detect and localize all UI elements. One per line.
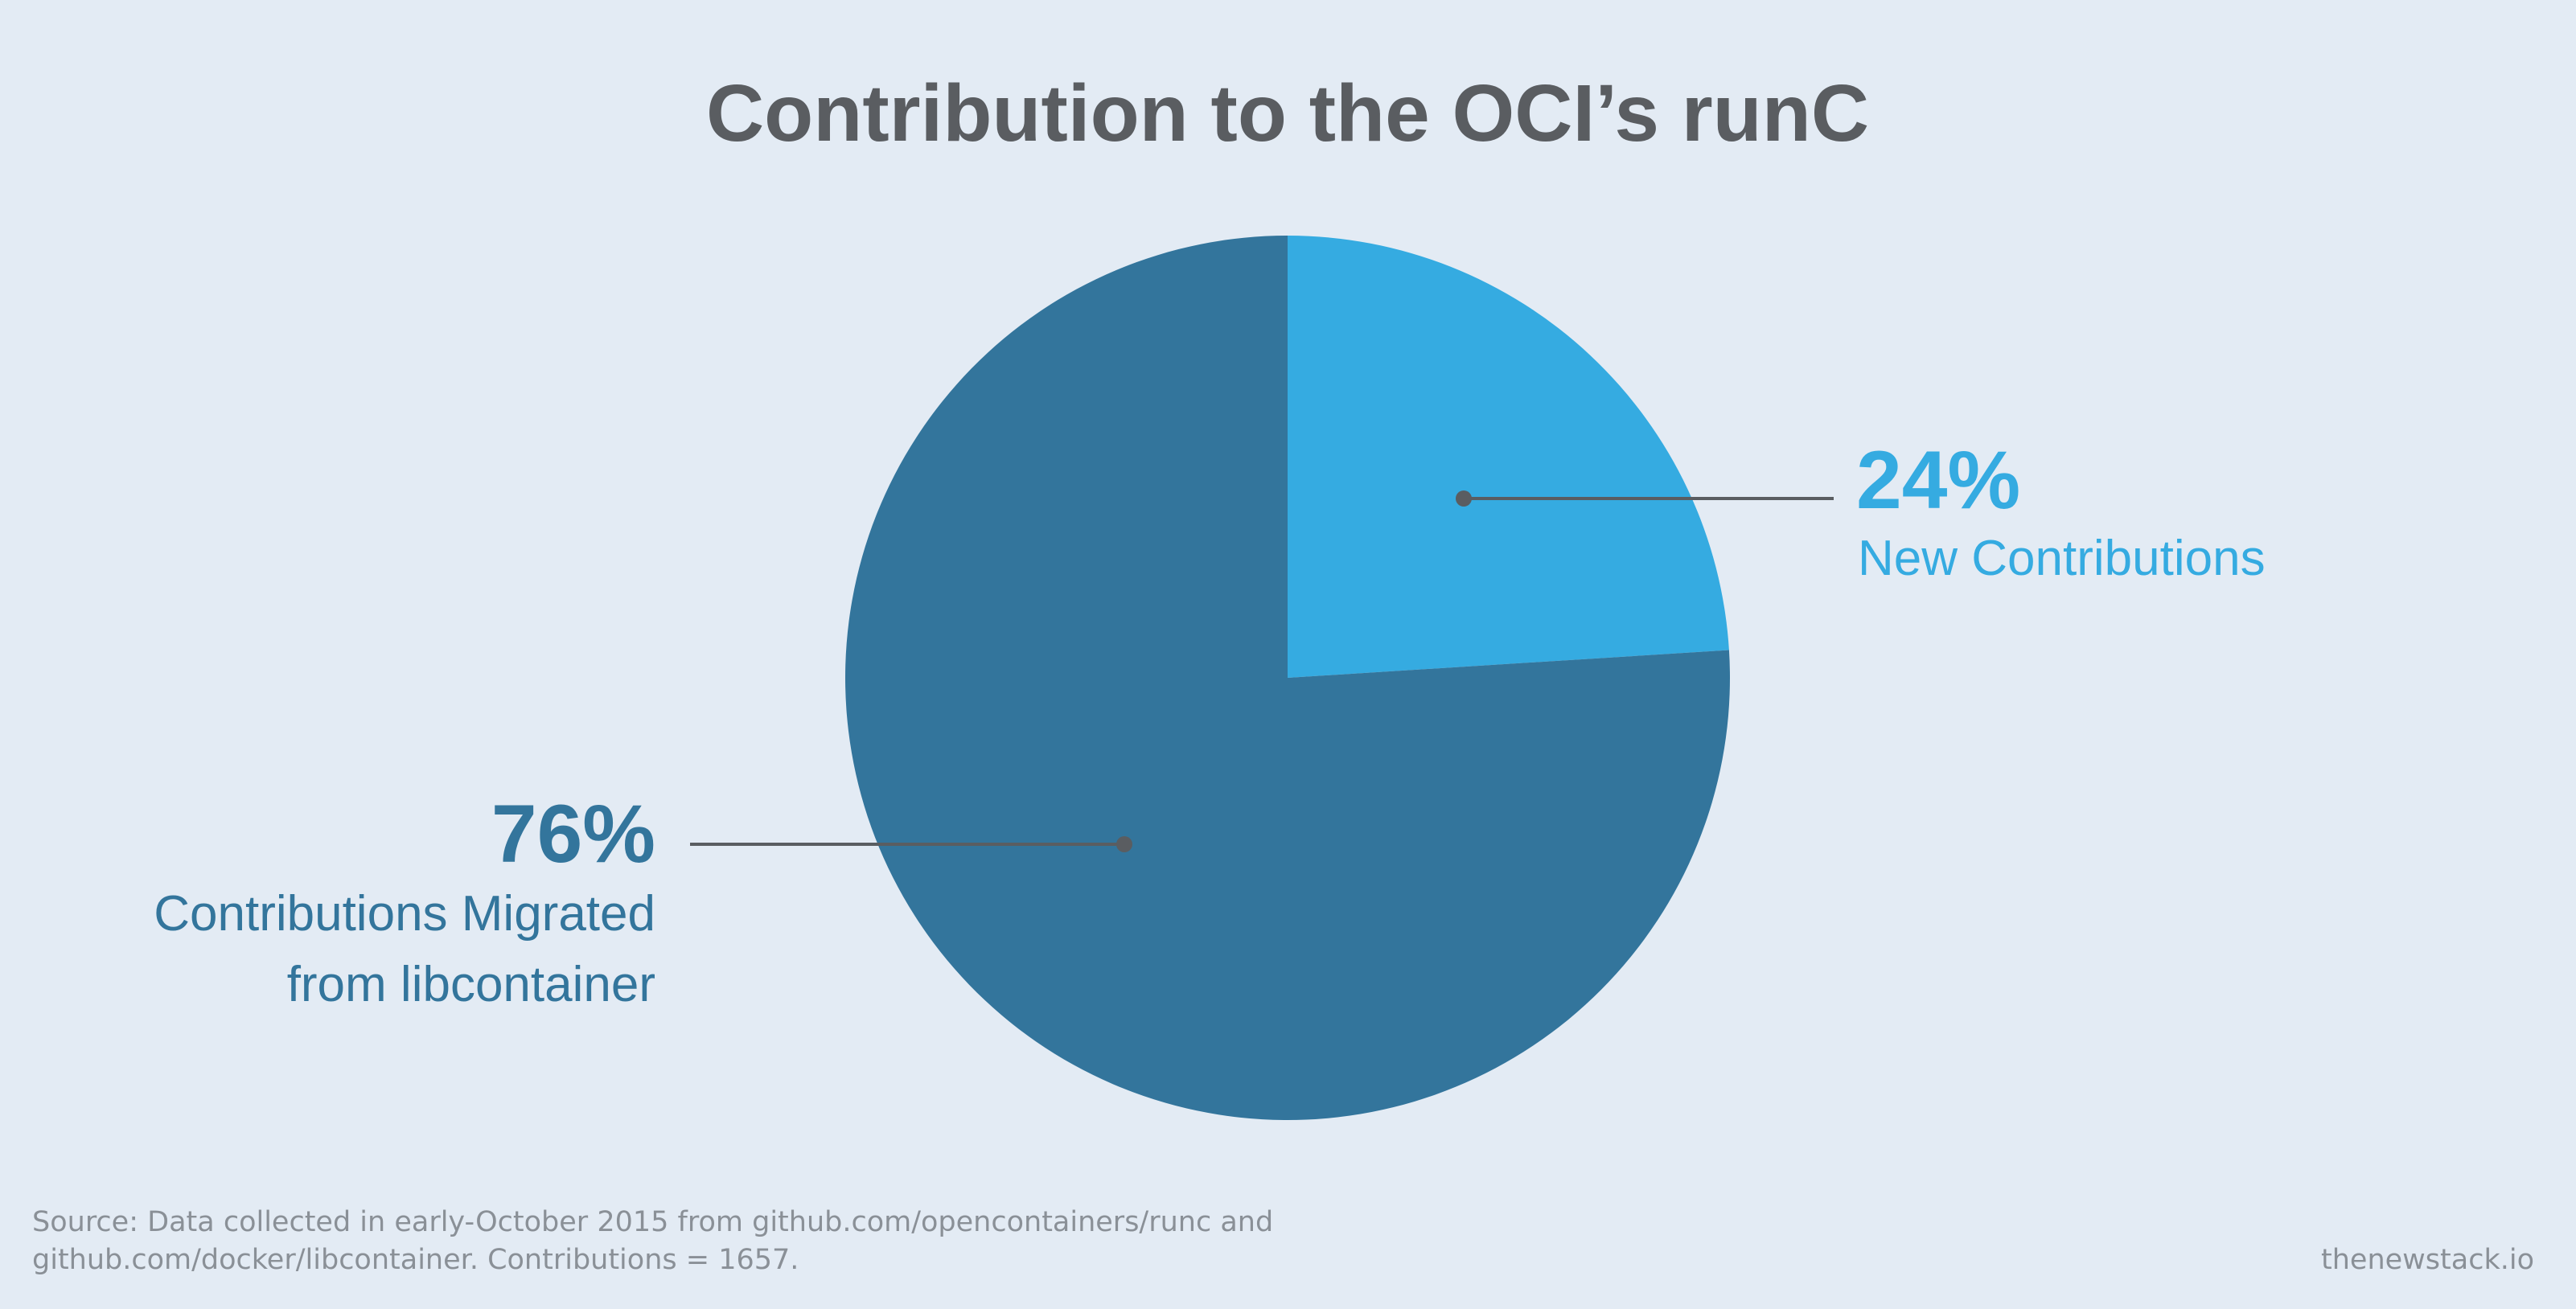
pie-slice-contributions-migrated-from-libcontainer	[845, 236, 1730, 1120]
source-line-2: github.com/docker/libcontainer. Contribu…	[32, 1244, 799, 1276]
value-label-migrated: 76%	[491, 788, 655, 880]
slice-label-new-contributions: New Contributions	[1858, 531, 2266, 586]
leader-dot-new-contributions	[1456, 490, 1472, 507]
source-line-1: Source: Data collected in early-October …	[32, 1206, 1274, 1238]
value-label-new-contributions: 24%	[1856, 434, 2020, 526]
chart-title: Contribution to the OCI’s runC	[706, 68, 1869, 158]
source-note: Source: Data collected in early-October …	[32, 1204, 1480, 1279]
slice-label-migrated-line-1: Contributions Migrated	[154, 886, 655, 942]
pie-slice-new-contributions	[1288, 236, 1729, 678]
callout-new-contributions: 24% New Contributions	[1456, 434, 2266, 586]
slice-label-migrated-line-2: from libcontainer	[287, 957, 655, 1012]
callout-migrated-contributions: 76% Contributions Migrated from libconta…	[154, 788, 1132, 1012]
site-credit: thenewstack.io	[2321, 1244, 2534, 1276]
pie-slices	[845, 236, 1730, 1120]
leader-dot-migrated	[1116, 836, 1132, 852]
